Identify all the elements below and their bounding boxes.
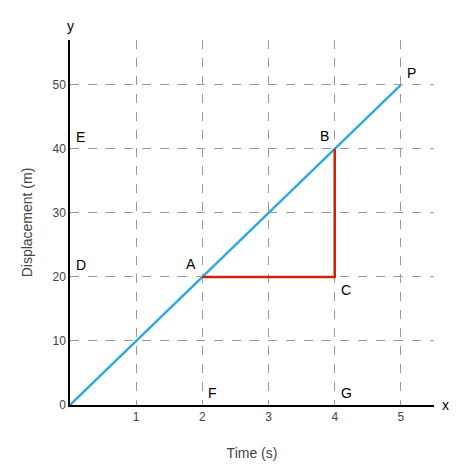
svg-text:4: 4	[331, 410, 338, 424]
svg-text:10: 10	[52, 334, 66, 348]
svg-text:A: A	[186, 256, 196, 272]
svg-text:x: x	[442, 397, 449, 413]
svg-text:C: C	[341, 282, 351, 298]
svg-text:E: E	[76, 129, 85, 145]
svg-text:40: 40	[52, 142, 66, 156]
svg-text:3: 3	[265, 410, 272, 424]
svg-text:B: B	[320, 128, 329, 144]
svg-text:20: 20	[52, 270, 66, 284]
svg-text:D: D	[76, 257, 86, 273]
svg-text:50: 50	[52, 78, 66, 92]
svg-text:5: 5	[398, 410, 405, 424]
svg-text:1: 1	[133, 410, 140, 424]
svg-text:y: y	[67, 18, 74, 34]
svg-text:0: 0	[59, 398, 66, 412]
svg-text:2: 2	[199, 410, 206, 424]
svg-text:30: 30	[52, 206, 66, 220]
svg-text:Displacement (m): Displacement (m)	[19, 168, 35, 278]
svg-text:Time (s): Time (s)	[227, 445, 278, 461]
svg-text:G: G	[341, 385, 352, 401]
svg-text:P: P	[407, 65, 416, 81]
svg-text:F: F	[208, 385, 217, 401]
